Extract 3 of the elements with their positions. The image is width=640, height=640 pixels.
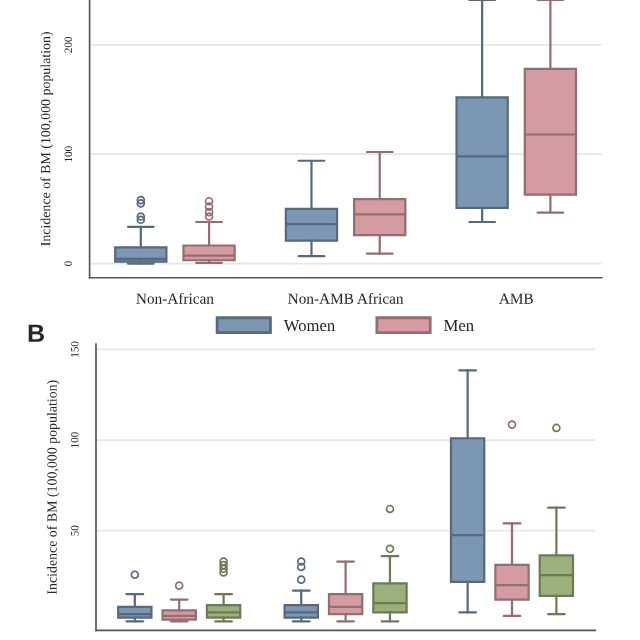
- legend-label: Men: [444, 320, 474, 332]
- legend-label: Women: [283, 320, 335, 332]
- text: B: [28, 324, 44, 342]
